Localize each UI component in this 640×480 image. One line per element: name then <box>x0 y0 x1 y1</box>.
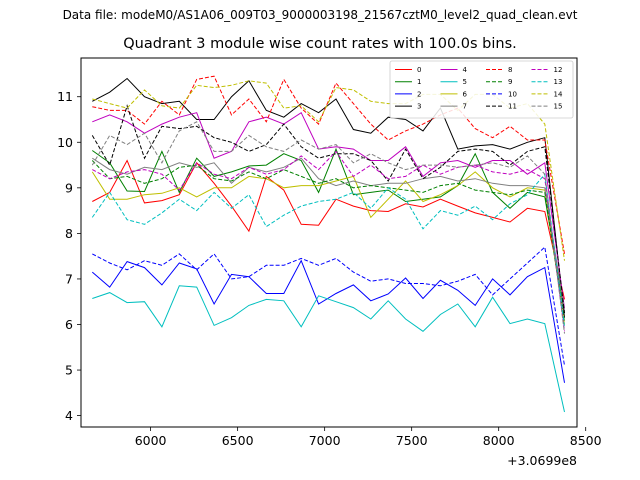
series-line-0 <box>92 159 565 300</box>
legend-label-11: 11 <box>508 103 517 111</box>
legend-label-0: 0 <box>417 66 421 74</box>
legend-label-2: 2 <box>417 90 421 98</box>
legend-label-10: 10 <box>508 90 517 98</box>
y-axis: 4 5 6 7 8 9 10 11 <box>57 89 81 423</box>
x-axis-offset-label: +3.0699e8 <box>507 453 577 468</box>
x-tick-label: 7000 <box>309 433 341 448</box>
legend-label-9: 9 <box>508 78 512 86</box>
y-tick-label: 5 <box>65 363 73 378</box>
series-line-1 <box>92 147 565 314</box>
legend-label-4: 4 <box>463 66 468 74</box>
legend-label-8: 8 <box>508 66 512 74</box>
x-tick-label: 6000 <box>135 433 167 448</box>
legend-label-12: 12 <box>554 66 563 74</box>
series-line-5 <box>92 285 565 413</box>
x-tick-label: 8500 <box>570 433 602 448</box>
x-tick-label: 8000 <box>483 433 515 448</box>
y-tick-label: 4 <box>65 408 73 423</box>
series-line-12 <box>92 150 565 332</box>
legend-label-5: 5 <box>463 78 467 86</box>
chart-title: Quadrant 3 module wise count rates with … <box>123 36 517 52</box>
legend-label-6: 6 <box>463 90 468 98</box>
series-line-2 <box>91 259 565 383</box>
series-layer <box>91 75 565 413</box>
series-line-14 <box>92 80 565 261</box>
figure-suptitle: Data file: modeM0/AS1A06_009T03_90000031… <box>62 8 578 22</box>
y-tick-label: 7 <box>65 271 73 286</box>
y-tick-label: 8 <box>65 226 73 241</box>
legend-label-3: 3 <box>417 103 421 111</box>
y-tick-label: 9 <box>65 180 73 195</box>
legend-label-1: 1 <box>417 78 421 86</box>
series-line-11 <box>91 104 565 314</box>
y-tick-label: 6 <box>65 317 73 332</box>
x-tick-label: 6500 <box>222 433 254 448</box>
series-line-10 <box>92 246 565 366</box>
series-line-7 <box>92 157 565 311</box>
series-line-13 <box>91 173 565 327</box>
series-line-3 <box>92 77 565 318</box>
series-line-8 <box>92 75 565 254</box>
legend-label-7: 7 <box>463 103 467 111</box>
axes-frame <box>80 57 578 428</box>
x-tick-label: 7500 <box>396 433 428 448</box>
y-tick-label: 10 <box>57 135 73 150</box>
series-line-9 <box>91 160 565 323</box>
series-line-15 <box>91 121 565 334</box>
series-line-6 <box>91 171 565 325</box>
legend-label-14: 14 <box>554 90 563 98</box>
x-axis: 6000 6500 7000 7500 8000 8500 <box>135 427 602 448</box>
y-tick-label: 11 <box>57 89 73 104</box>
legend-frame <box>389 60 574 119</box>
legend-label-13: 13 <box>554 78 563 86</box>
legend-label-15: 15 <box>554 103 563 111</box>
